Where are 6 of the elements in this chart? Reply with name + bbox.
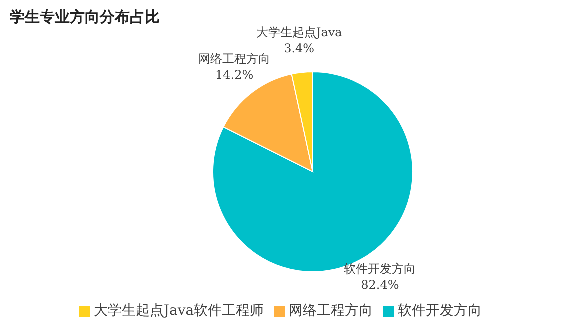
legend-label: 软件开发方向: [398, 303, 482, 319]
legend-label: 大学生起点Java软件工程师: [94, 303, 264, 319]
data-label: 软件开发方向 82.4%: [344, 262, 416, 292]
legend-label: 网络工程方向: [289, 303, 374, 319]
data-label: 网络工程方向 14.2%: [198, 52, 271, 82]
chart-title: 学生专业方向分布占比: [10, 8, 160, 27]
